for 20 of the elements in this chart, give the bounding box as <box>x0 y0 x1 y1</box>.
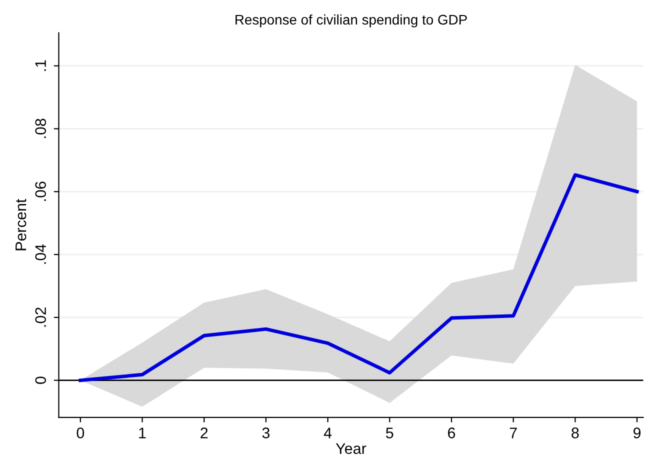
x-tick-label: 2 <box>200 428 208 438</box>
x-tick-label: 4 <box>324 428 332 438</box>
y-tick-label: .1 <box>35 60 46 71</box>
y-tick-label: .06 <box>35 182 46 201</box>
y-tick-label: .02 <box>35 308 46 327</box>
x-tick-label: 5 <box>386 428 394 438</box>
y-tick-label: .08 <box>35 118 46 138</box>
x-tick-label: 3 <box>262 428 270 438</box>
x-tick-label: 9 <box>633 428 641 438</box>
y-tick-label: 0 <box>35 376 46 384</box>
x-tick-label: 8 <box>572 428 579 438</box>
x-axis-title: Year <box>336 443 366 454</box>
y-tick-label: .04 <box>35 244 46 264</box>
x-tick-label: 6 <box>448 428 456 438</box>
line-series <box>78 173 639 382</box>
x-tick-label: 7 <box>510 428 517 438</box>
x-tick-label: 1 <box>139 428 146 438</box>
x-tick-label: 0 <box>76 428 84 438</box>
y-axis-title: Percent <box>16 198 26 250</box>
chart-title: Response of civilian spending to GDP <box>236 14 467 28</box>
